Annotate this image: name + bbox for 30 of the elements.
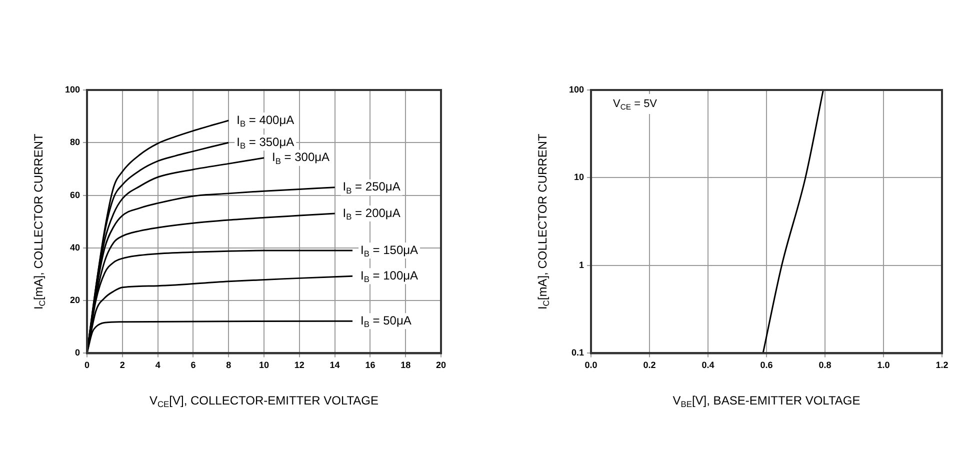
y-tick-label: 10 bbox=[574, 172, 584, 182]
x-tick-label: 0.6 bbox=[760, 360, 773, 370]
x-tick-label: 6 bbox=[190, 360, 196, 370]
x-tick-label: 8 bbox=[226, 360, 232, 370]
y-tick-label: 60 bbox=[70, 190, 80, 200]
x-tick-label: 4 bbox=[155, 360, 160, 370]
y-tick-label: 100 bbox=[568, 84, 584, 94]
y-tick-label: 40 bbox=[70, 242, 80, 252]
x-tick-label: 1.0 bbox=[877, 360, 890, 370]
y-tick-label: 100 bbox=[64, 84, 80, 94]
x-tick-label: 0.2 bbox=[643, 360, 656, 370]
y-tick-label: 20 bbox=[70, 295, 80, 306]
y-tick-label: 0 bbox=[75, 348, 80, 358]
x-tick-label: 18 bbox=[400, 360, 411, 370]
y-tick-label: 80 bbox=[70, 137, 80, 148]
x-tick-label: 10 bbox=[259, 360, 270, 370]
x-tick-label: 0.4 bbox=[702, 360, 714, 370]
x-tick-label: 16 bbox=[365, 360, 376, 370]
x-tick-label: 2 bbox=[120, 360, 125, 370]
x-tick-label: 20 bbox=[436, 360, 446, 370]
x-tick-label: 0.0 bbox=[584, 360, 598, 370]
y-axis-title: IC[mA], COLLECTOR CURRENT bbox=[31, 133, 47, 310]
y-axis-title: IC[mA], COLLECTOR CURRENT bbox=[535, 133, 551, 310]
x-tick-label: 0 bbox=[84, 360, 90, 370]
x-tick-label: 14 bbox=[330, 360, 340, 370]
x-tick-label: 12 bbox=[294, 360, 304, 370]
y-tick-label: 0.1 bbox=[572, 348, 584, 358]
x-tick-label: 0.8 bbox=[818, 360, 832, 370]
x-tick-label: 1.2 bbox=[936, 360, 948, 370]
y-tick-label: 1 bbox=[579, 260, 584, 270]
